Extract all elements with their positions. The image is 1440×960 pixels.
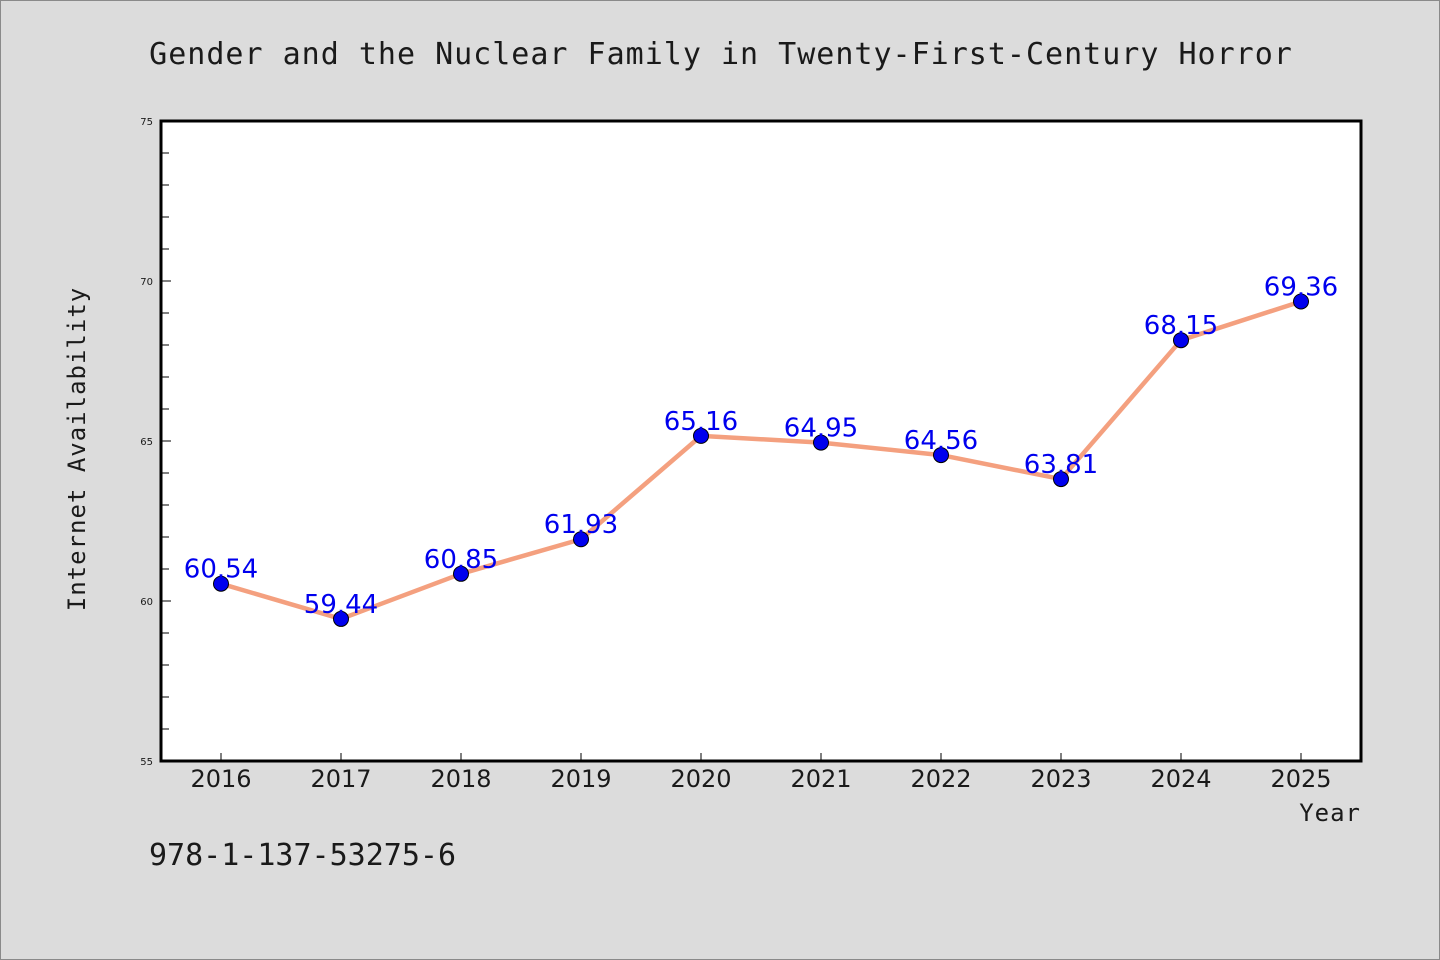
data-point bbox=[1053, 471, 1069, 488]
isbn-footer: 978-1-137-53275-6 bbox=[149, 838, 456, 873]
x-tick-label: 2023 bbox=[1030, 765, 1091, 793]
series-layer: 60.54 59.44 60.85 61.93 65.16 64.95 64.56 63.81… bbox=[184, 272, 1338, 627]
chart-title: Gender and the Nuclear Family in Twenty-… bbox=[149, 37, 1293, 72]
data-label: 65.16 bbox=[664, 407, 738, 437]
data-label: 60.85 bbox=[424, 545, 498, 575]
y-axis-label: Internet Availability bbox=[63, 287, 91, 611]
data-point bbox=[333, 610, 349, 627]
data-point bbox=[573, 531, 589, 548]
x-tick-label: 2024 bbox=[1150, 765, 1211, 793]
x-tick-label: 2019 bbox=[550, 765, 611, 793]
x-tick-label: 2022 bbox=[910, 765, 971, 793]
data-label: 59.44 bbox=[304, 590, 378, 620]
data-label: 68.15 bbox=[1144, 311, 1218, 341]
x-tick-label: 2018 bbox=[430, 765, 491, 793]
y-tick-label: 65 bbox=[140, 437, 153, 448]
y-tick-label: 60 bbox=[140, 597, 153, 608]
x-tick-label: 2025 bbox=[1270, 765, 1331, 793]
data-label: 64.95 bbox=[784, 414, 858, 444]
series-line bbox=[218, 299, 1304, 622]
data-point bbox=[1173, 332, 1189, 349]
data-point bbox=[933, 447, 949, 464]
x-tick-label: 2017 bbox=[310, 765, 371, 793]
x-tick-label: 2021 bbox=[790, 765, 851, 793]
x-axis-label: Year bbox=[1299, 799, 1361, 827]
data-point bbox=[693, 427, 709, 444]
data-label: 64.56 bbox=[904, 426, 978, 456]
data-point bbox=[453, 565, 469, 582]
data-label: 69.36 bbox=[1264, 272, 1338, 302]
data-point bbox=[813, 434, 829, 451]
y-tick-label: 75 bbox=[140, 117, 153, 128]
data-label: 63.81 bbox=[1024, 450, 1098, 480]
data-label: 60.54 bbox=[184, 555, 258, 585]
data-point bbox=[213, 575, 229, 592]
data-label: 61.93 bbox=[544, 510, 618, 540]
x-axis-ticks: 2016 2017 2018 2019 2020 2021 2022 2023 2024 2025 bbox=[190, 753, 1332, 793]
y-tick-label: 55 bbox=[140, 757, 153, 768]
y-axis-ticks: 55 60 65 70 75 bbox=[140, 117, 171, 768]
data-point bbox=[1293, 293, 1309, 310]
y-tick-label: 70 bbox=[140, 277, 153, 288]
x-tick-label: 2016 bbox=[190, 765, 251, 793]
x-tick-label: 2020 bbox=[670, 765, 731, 793]
